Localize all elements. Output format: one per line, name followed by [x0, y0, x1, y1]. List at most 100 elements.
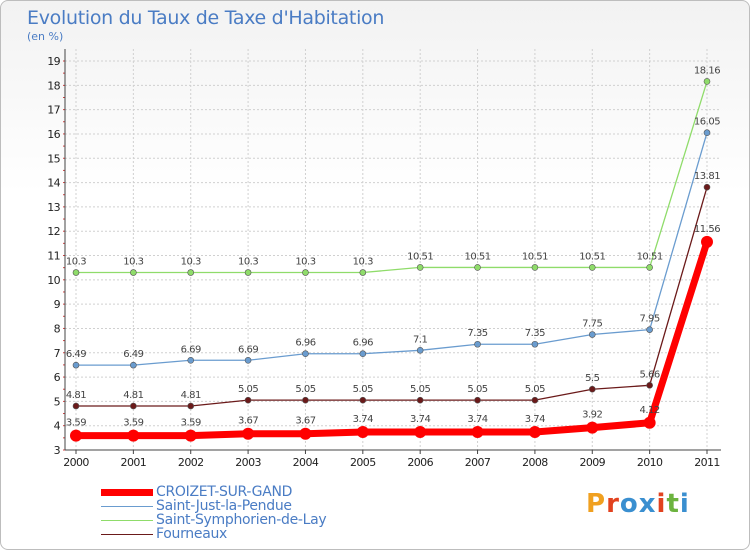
data-label: 13.81	[694, 171, 720, 182]
y-tick-label: 17	[47, 104, 60, 117]
series-point	[359, 350, 367, 358]
y-tick-label: 13	[47, 201, 60, 214]
data-label: 7.35	[525, 328, 545, 339]
data-label: 18.16	[694, 65, 720, 76]
data-label: 3.92	[582, 410, 602, 421]
series-point	[72, 269, 80, 276]
axes: 3 4 5 6 7 8 9 10 11 12 13 14 15 16 17 18 19 2000 2001 2002 2…	[47, 49, 721, 469]
y-tick-label: 5	[54, 395, 61, 408]
x-tick-label: 2010	[637, 456, 663, 469]
data-label: 7.95	[640, 314, 660, 325]
series-point	[356, 426, 369, 439]
y-tick-label: 11	[47, 250, 60, 263]
data-label: 5.05	[295, 384, 315, 395]
data-label: 5.05	[353, 384, 373, 395]
brand-logo: Proxiti	[586, 489, 690, 519]
y-tick-label: 9	[54, 298, 61, 311]
chart-subtitle: (en %)	[27, 30, 64, 43]
series-point	[187, 269, 195, 276]
series-line	[75, 132, 708, 366]
x-tick-label: 2007	[465, 456, 491, 469]
x-tick-label: 2011	[694, 456, 720, 469]
brand-letter: i	[679, 489, 690, 519]
data-label: 3.74	[467, 414, 487, 425]
data-label: 6.96	[295, 338, 315, 349]
data-label: 3.67	[295, 416, 315, 427]
data-label: 6.49	[123, 349, 143, 360]
x-tick-label: 2004	[293, 456, 319, 469]
x-tick-label: 2003	[235, 456, 261, 469]
series-point	[646, 326, 653, 333]
brand-letter: x	[638, 489, 657, 519]
y-tick-label: 7	[54, 347, 61, 360]
series-point	[588, 264, 596, 271]
series-point	[302, 350, 309, 358]
data-labels: 3.59 3.59 3.59 3.67 3.67 3.74 3.74 3.74 3.74 3.92…	[66, 65, 721, 429]
series-point	[586, 421, 599, 434]
data-label: 10.3	[181, 257, 201, 268]
series-line	[72, 238, 711, 440]
series-point	[701, 235, 713, 248]
data-label: 5.05	[467, 384, 487, 395]
series-point	[646, 382, 653, 389]
series-point	[130, 402, 137, 410]
data-label: 16.05	[694, 117, 720, 128]
data-label: 10.51	[522, 251, 548, 262]
data-label: 4.81	[66, 390, 86, 401]
series-point	[588, 331, 596, 338]
series-point	[588, 385, 596, 393]
series-point	[474, 396, 481, 404]
series-point	[244, 269, 252, 276]
x-tick-label: 2008	[522, 456, 548, 469]
series-point	[359, 269, 367, 276]
series-point	[416, 264, 424, 271]
series-line	[75, 186, 708, 407]
y-tick-label: 16	[47, 128, 60, 141]
data-label: 10.51	[464, 251, 490, 262]
x-tick-label: 2009	[579, 456, 605, 469]
data-label: 3.74	[353, 414, 373, 425]
brand-letter: i	[656, 489, 667, 519]
series-point	[302, 396, 309, 404]
y-tick-label: 6	[54, 371, 61, 384]
data-label: 10.3	[238, 257, 258, 268]
series-point	[528, 426, 541, 439]
y-tick-label: 4	[54, 420, 61, 433]
x-tick-label: 2000	[63, 456, 89, 469]
series-point	[244, 356, 252, 364]
data-label: 3.59	[181, 418, 201, 429]
data-label: 6.96	[353, 338, 373, 349]
legend-swatch	[101, 505, 153, 507]
legend-swatch	[101, 519, 153, 521]
data-label: 7.1	[413, 334, 428, 345]
series-point	[643, 416, 656, 429]
data-label: 5.5	[585, 373, 600, 384]
x-tick-label: 2005	[350, 456, 376, 469]
series-point	[703, 129, 711, 137]
series-point	[187, 356, 195, 364]
data-label: 4.12	[640, 405, 660, 416]
series-point	[72, 361, 80, 369]
series-point	[531, 340, 539, 348]
data-label: 10.51	[637, 251, 663, 262]
chart-title: Evolution du Taux de Taxe d'Habitation	[27, 7, 385, 29]
y-tick-label: 18	[47, 79, 60, 92]
series-lines	[70, 78, 713, 442]
data-label: 10.3	[66, 257, 86, 268]
series-point	[416, 396, 424, 404]
x-tick-label: 2006	[407, 456, 433, 469]
y-tick-label: 10	[47, 274, 60, 287]
series-point	[416, 347, 424, 354]
y-tick-label: 8	[54, 322, 61, 335]
brand-letter: o	[619, 489, 639, 519]
series-line	[75, 80, 708, 274]
data-label: 10.51	[579, 251, 605, 262]
series-point	[242, 427, 255, 440]
legend-swatch	[101, 488, 153, 496]
legend-label: CROIZET-SUR-GAND	[156, 484, 293, 500]
legend-label: Fourneaux	[156, 526, 228, 542]
y-tick-label: 3	[54, 444, 61, 457]
series-point	[244, 396, 252, 404]
series-point	[474, 264, 481, 271]
grid	[65, 49, 721, 451]
